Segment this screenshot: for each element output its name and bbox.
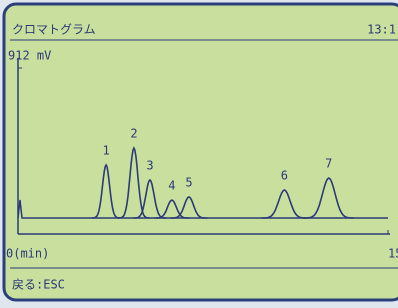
screen-title: クロマトグラム bbox=[12, 23, 96, 37]
peak-label: 4 bbox=[168, 179, 175, 193]
footer-hint: 戻る:ESC bbox=[12, 278, 65, 292]
x-tick-label: 0(min) bbox=[6, 247, 49, 261]
clock: 13:1 bbox=[367, 23, 396, 37]
x-tick-label: 15 bbox=[388, 247, 398, 261]
lcd bbox=[4, 4, 398, 300]
peak-label: 5 bbox=[185, 175, 192, 189]
peak-label: 2 bbox=[130, 127, 137, 141]
peak-label: 1 bbox=[102, 144, 109, 158]
y-tick-label: 912 mV bbox=[8, 49, 51, 63]
peak-label: 6 bbox=[281, 169, 288, 183]
peak-label: 3 bbox=[146, 159, 153, 173]
peak-label: 7 bbox=[325, 157, 332, 171]
device-screen: クロマトグラム 13:1 戻る:ESC 912 mV 0(min) 15 1 2 3 45 6… bbox=[0, 0, 398, 304]
